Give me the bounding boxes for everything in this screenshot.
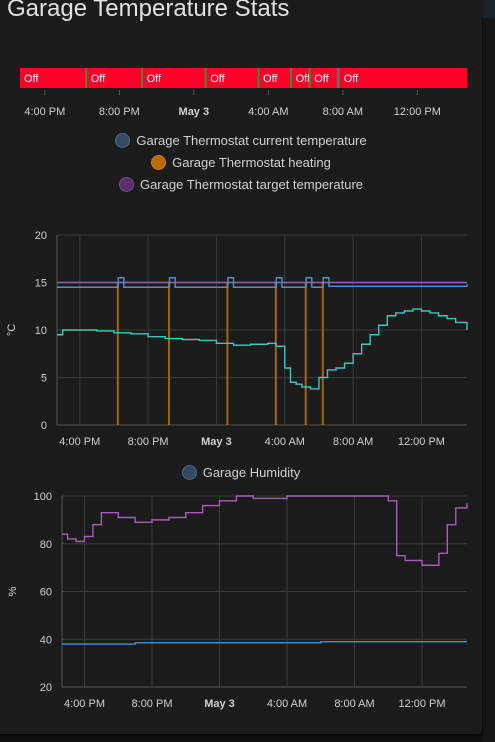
temperature-legend-item[interactable]: Garage Thermostat current temperature [0, 129, 482, 151]
timeline-segment [259, 68, 291, 88]
x-tick-label: 8:00 PM [132, 698, 173, 710]
timeline-heating-mark [141, 68, 144, 88]
timeline-segment-label: Off [296, 73, 311, 85]
timeline-tick-label: 8:00 PM [99, 106, 140, 118]
temperature-legend: Garage Thermostat current temperature Gar… [0, 129, 482, 195]
heating-bar [274, 282, 277, 425]
legend-swatch-icon [181, 464, 197, 480]
y-tick-label: 20 [40, 682, 52, 694]
y-tick-label: 20 [35, 230, 47, 242]
x-tick-label: 4:00 AM [265, 436, 305, 448]
y-tick-label: 5 [41, 373, 47, 385]
timeline-heating-mark [257, 68, 260, 88]
heating-bar [304, 282, 307, 425]
timeline-segment-label: Off [314, 73, 329, 85]
timeline-segment-label: Off [263, 73, 278, 85]
heating-bar [321, 282, 324, 425]
timeline-segment-label: Off [210, 73, 225, 85]
timeline-segment [206, 68, 258, 88]
y-tick-label: 0 [41, 420, 47, 432]
x-tick-label: 12:00 PM [398, 436, 445, 448]
timeline-tick-label: 4:00 PM [24, 106, 65, 118]
series-line [57, 277, 468, 288]
humidity-legend-item[interactable]: Garage Humidity [0, 461, 482, 483]
timeline-segment [86, 68, 142, 88]
legend-label: Garage Humidity [202, 464, 301, 480]
y-axis-title: % [7, 586, 19, 596]
x-tick-label: 8:00 AM [333, 436, 373, 448]
timeline-segment [310, 68, 337, 88]
y-tick-label: 100 [34, 491, 52, 503]
x-tick-label: 4:00 PM [59, 436, 100, 448]
timeline-segment-label: Off [344, 73, 359, 85]
humidity-chart: 20 40 60 80 100 4:00 PM 8:00 PM May 3 4:00 AM 8:0… [7, 491, 468, 710]
timeline-tick-label: 4:00 AM [248, 106, 288, 118]
y-tick-label: 40 [40, 634, 52, 646]
timeline-segment [339, 68, 467, 88]
timeline-tick-label: 8:00 AM [323, 106, 363, 118]
legend-swatch-icon [151, 154, 167, 170]
timeline-segment-label: Off [91, 73, 106, 85]
timeline-heating-mark [308, 68, 311, 88]
y-axis-title: °C [6, 324, 18, 336]
card-title: Garage Temperature Stats [7, 0, 290, 22]
timeline-tick-label: May 3 [179, 106, 210, 118]
x-tick-label: May 3 [204, 698, 235, 710]
temperature-legend-item[interactable]: Garage Thermostat heating [0, 151, 482, 173]
legend-label: Garage Thermostat target temperature [139, 176, 364, 192]
y-tick-label: 60 [40, 587, 52, 599]
temperature-chart: 0 5 10 15 20 4:00 PM 8:00 PM May 3 4:00 AM 8:00 A… [6, 230, 468, 448]
legend-swatch-icon [118, 176, 134, 192]
y-tick-label: 80 [40, 539, 52, 551]
y-tick-label: 15 [35, 278, 47, 290]
timeline-heating-mark [290, 68, 293, 88]
timeline-segment [142, 68, 205, 88]
timeline-heating-mark [85, 68, 88, 88]
timeline-segment [20, 68, 86, 88]
temperature-legend-item[interactable]: Garage Thermostat target temperature [0, 173, 482, 195]
heating-bar [226, 282, 229, 425]
y-tick-label: 10 [35, 325, 47, 337]
x-tick-label: 12:00 PM [398, 698, 445, 710]
x-tick-label: 4:00 AM [267, 698, 307, 710]
x-tick-label: May 3 [201, 436, 232, 448]
timeline-tick-label: 12:00 PM [394, 106, 441, 118]
series-line [62, 495, 468, 566]
timeline-segment [291, 68, 309, 88]
heating-bar [116, 282, 119, 425]
history-card: Garage Temperature Stats Off Off Off Off Off… [0, 0, 482, 734]
series-line [62, 640, 467, 645]
humidity-legend: Garage Humidity [0, 461, 482, 483]
timeline-segment-label: Off [147, 73, 162, 85]
legend-swatch-icon [115, 132, 131, 148]
x-tick-label: 8:00 PM [128, 436, 169, 448]
legend-label: Garage Thermostat current temperature [136, 132, 367, 148]
timeline-segment-label: Off [24, 73, 39, 85]
x-tick-label: 4:00 PM [64, 698, 105, 710]
page-scrollbar[interactable] [483, 18, 495, 742]
timeline-heating-mark [204, 68, 207, 88]
x-tick-label: 8:00 AM [334, 698, 374, 710]
series-line [57, 308, 468, 390]
legend-label: Garage Thermostat heating [172, 154, 331, 170]
heating-bar [168, 282, 171, 425]
